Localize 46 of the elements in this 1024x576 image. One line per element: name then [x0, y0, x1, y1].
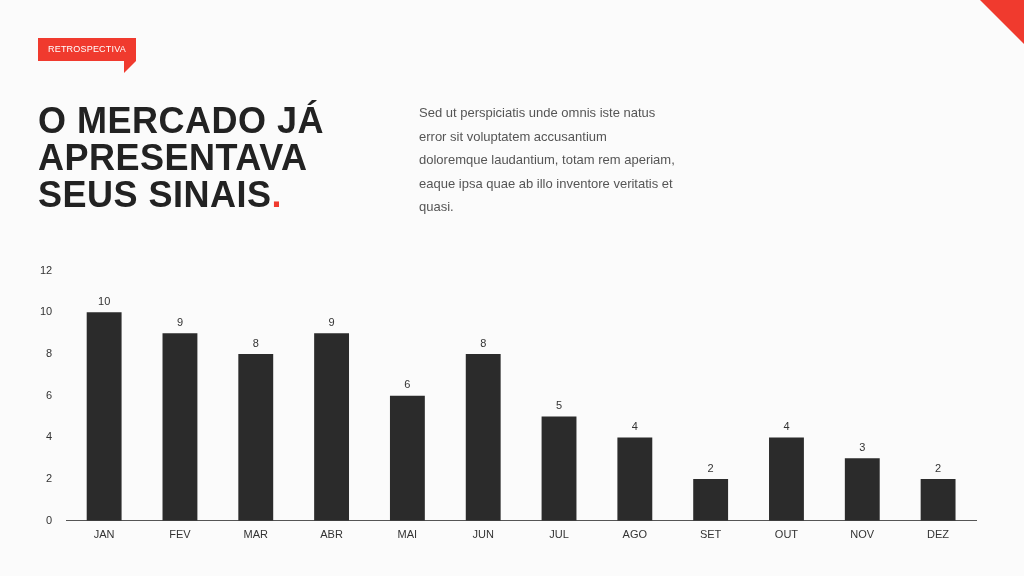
chart-title: O MERCADO JÁ APRESENTAVA SEUS SINAIS. [38, 100, 325, 215]
data-label: 2 [707, 461, 714, 474]
x-tick-label: AGO [622, 528, 648, 541]
data-label: 8 [252, 336, 259, 349]
data-label: 2 [935, 461, 942, 474]
bar [693, 479, 729, 521]
data-label: 4 [631, 419, 638, 432]
bar [920, 479, 956, 521]
data-label: 8 [480, 336, 487, 349]
x-tick-label: FEV [169, 528, 192, 541]
y-tick-label: 4 [46, 430, 53, 443]
bar [86, 312, 122, 521]
chart-subtitle: Sed ut perspiciatis unde omnis iste natus error sit voluptatem accusantium doloremque laudantium, totam rem aperiam, eaque ipsa quae ab illo inventore veritatis et quasi. [419, 104, 676, 216]
bar [465, 354, 501, 521]
bar [844, 458, 880, 521]
data-label: 4 [783, 419, 790, 432]
text: RETROSPECTIVA [38, 38, 136, 61]
x-tick-label: SET [699, 528, 722, 541]
data-label: 5 [555, 399, 563, 412]
x-tick-label: ABR [320, 528, 343, 541]
y-tick-label: 10 [39, 305, 53, 318]
bar [162, 333, 198, 521]
bar [617, 437, 653, 521]
data-label: 9 [328, 315, 335, 328]
data-label: 10 [98, 294, 111, 307]
bar [314, 333, 350, 521]
data-label: 9 [176, 315, 184, 328]
bar [541, 416, 577, 521]
x-tick-label: MAI [397, 528, 418, 541]
y-tick-label: 0 [46, 513, 53, 526]
x-tick-label: NOV [850, 528, 875, 541]
data-label: 6 [404, 378, 411, 391]
x-tick-label: JUL [549, 528, 569, 541]
data-label: 3 [859, 440, 866, 453]
y-tick-label: 12 [39, 263, 53, 276]
x-tick-label: JUN [472, 528, 494, 541]
y-tick-label: 2 [46, 472, 53, 485]
x-tick-label: JAN [93, 528, 115, 541]
bar [769, 437, 804, 521]
bar [389, 395, 425, 521]
y-tick-label: 8 [46, 347, 53, 360]
x-tick-label: OUT [774, 528, 799, 541]
x-tick-label: MAR [243, 528, 269, 541]
y-tick-label: 6 [46, 388, 53, 401]
x-tick-label: DEZ [927, 528, 950, 541]
bar [238, 354, 274, 521]
